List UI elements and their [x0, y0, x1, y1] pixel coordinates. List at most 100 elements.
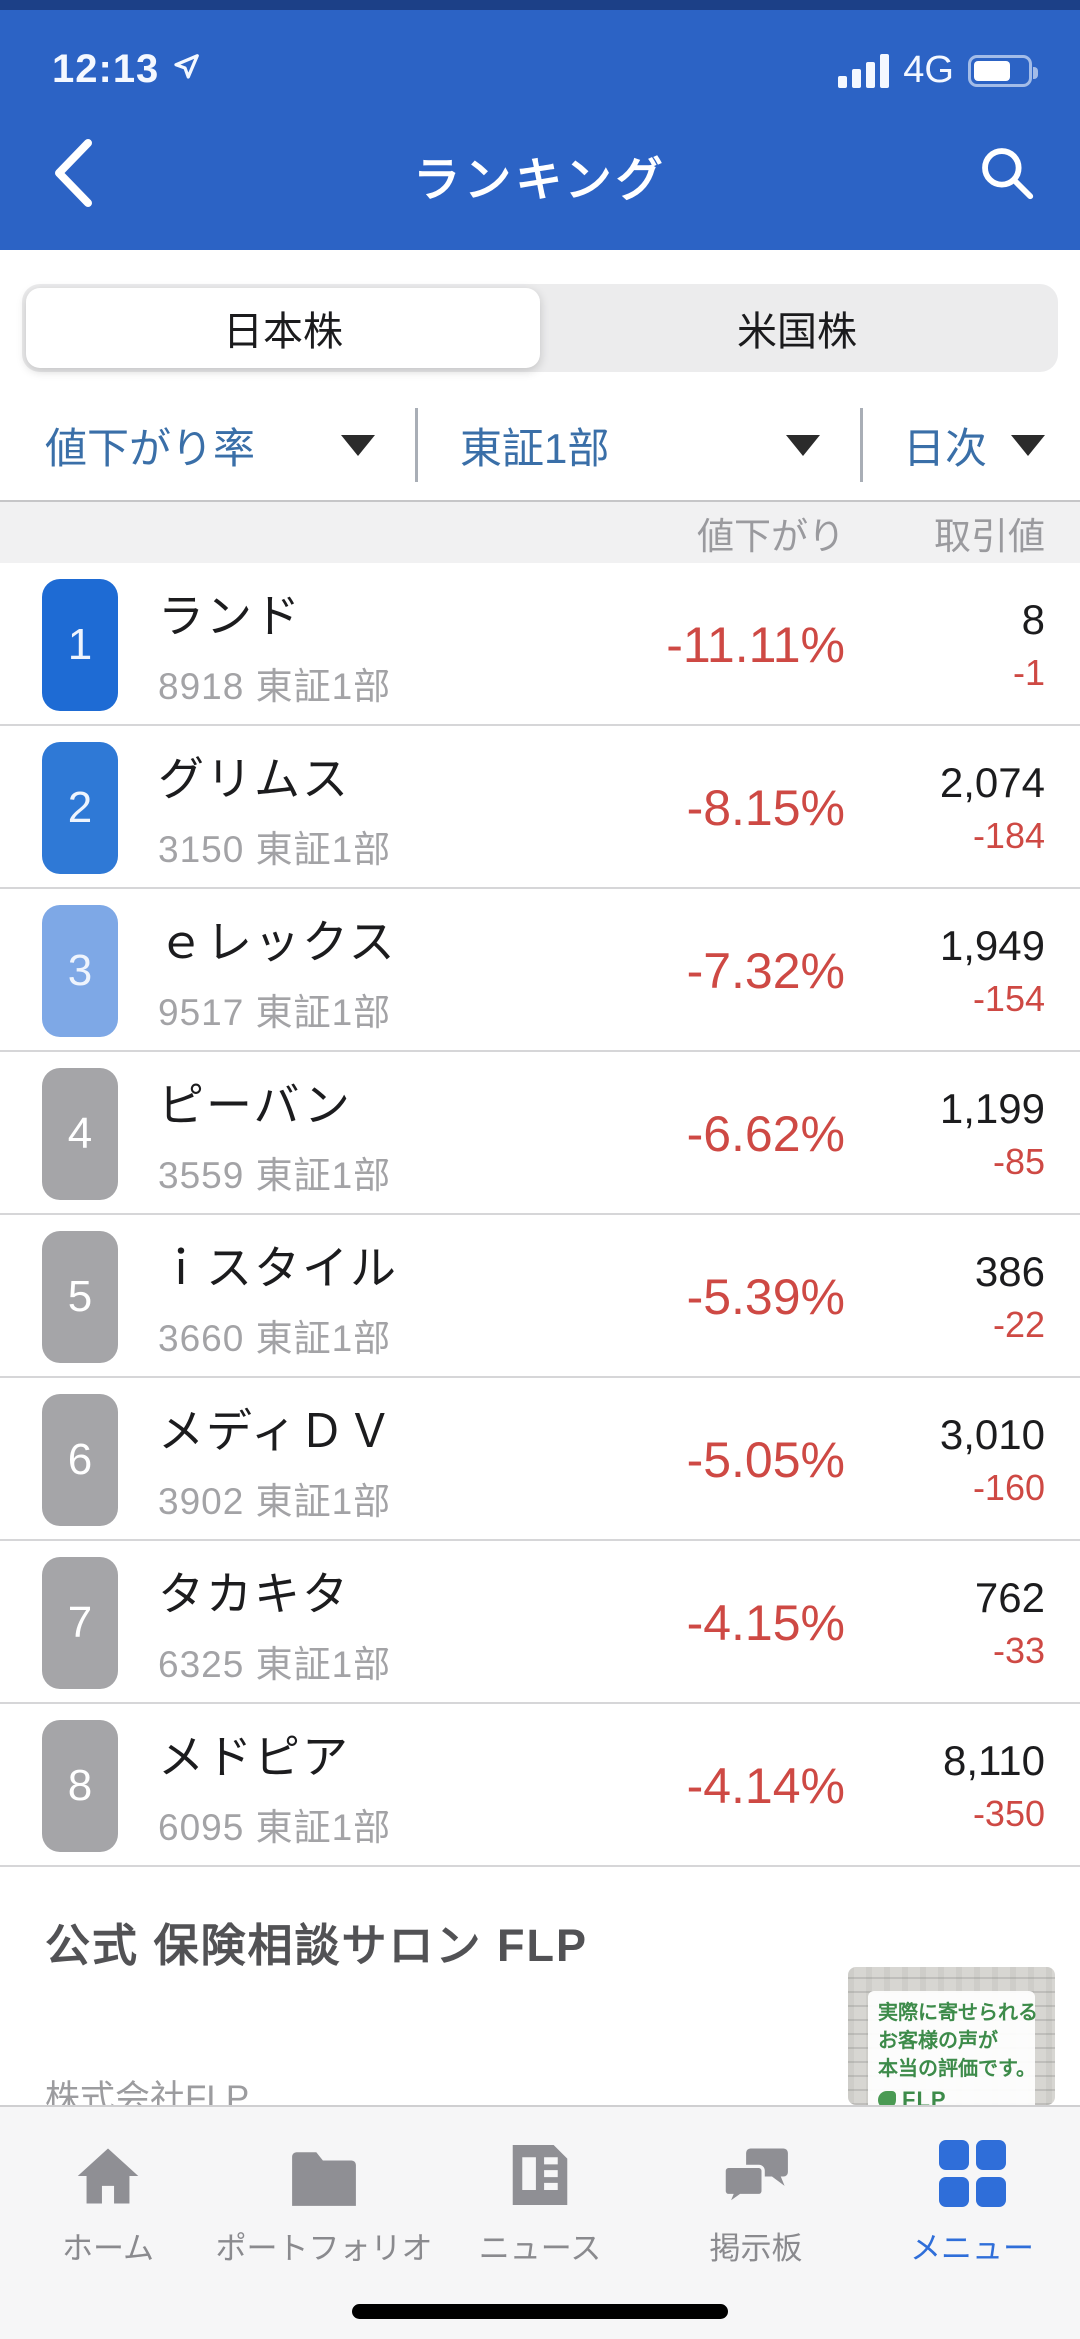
rank-number: 7	[67, 1597, 93, 1647]
stock-code: 9517 東証1部	[158, 991, 392, 1033]
home-icon	[75, 2135, 141, 2207]
search-button[interactable]	[972, 140, 1042, 210]
table-row[interactable]: 6 メディＤＶ 3902 東証1部 -5.05% 3,010 -160	[0, 1378, 1080, 1541]
market-section-label: 東証1部	[460, 424, 610, 472]
column-change: 値下がり	[697, 515, 845, 557]
folder-icon	[291, 2135, 357, 2207]
period-label: 日次	[903, 424, 988, 472]
change-percent: -6.62%	[686, 1105, 845, 1162]
price-change: -33	[992, 1629, 1045, 1671]
rank-badge: 6	[42, 1393, 118, 1526]
stock-name: メドピア	[158, 1730, 350, 1783]
tab-us-stocks[interactable]: 米国株	[737, 310, 857, 354]
table-row[interactable]: 8 メドピア 6095 東証1部 -4.14% 8,110 -350	[0, 1704, 1080, 1867]
ad-image-line: お客様の声が	[878, 2030, 998, 2052]
trade-price: 386	[974, 1247, 1045, 1295]
rank-badge: 4	[42, 1067, 118, 1200]
period-dropdown[interactable]: 日次	[903, 415, 1045, 476]
ad-image: 実際に寄せられる お客様の声が 本当の評価です。 FLP	[848, 1967, 1055, 2105]
trade-price: 762	[974, 1573, 1045, 1621]
rank-number: 1	[67, 619, 93, 669]
change-percent: -11.11%	[666, 616, 845, 673]
newspaper-icon	[510, 2135, 570, 2207]
rank-badge: 7	[42, 1556, 118, 1689]
change-percent: -8.15%	[686, 779, 845, 836]
table-row[interactable]: 4 ピーバン 3559 東証1部 -6.62% 1,199 -85	[0, 1052, 1080, 1215]
search-icon	[976, 142, 1038, 209]
stock-code: 3660 東証1部	[158, 1317, 392, 1359]
list-column-header: 値下がり 取引値	[0, 500, 1080, 563]
rank-number: 5	[67, 1271, 93, 1321]
chevron-down-icon	[341, 434, 375, 456]
chevron-down-icon	[1011, 434, 1045, 456]
stock-name: ｅレックス	[158, 915, 397, 968]
filter-bar: 値下がり率 東証1部 日次	[0, 390, 1080, 500]
ad-logo-text: FLP	[902, 2087, 947, 2105]
price-change: -160	[972, 1466, 1045, 1508]
ad-source: 株式会社FLP	[45, 2079, 250, 2105]
ranking-list: 1 ランド 8918 東証1部 -11.11% 8 -1 2 グリムス 3150 東証…	[0, 563, 1080, 1867]
leaf-logo-icon	[878, 2091, 896, 2105]
stock-name: ピーバン	[158, 1078, 352, 1131]
table-row[interactable]: 3 ｅレックス 9517 東証1部 -7.32% 1,949 -154	[0, 889, 1080, 1052]
tab-home[interactable]: ホーム	[0, 2107, 216, 2339]
page-title: ランキング	[413, 152, 667, 206]
rank-number: 4	[67, 1108, 93, 1158]
rank-badge: 8	[42, 1719, 118, 1852]
chevron-down-icon	[786, 434, 820, 456]
tab-portfolio[interactable]: ポートフォリオ	[216, 2107, 433, 2339]
trade-price: 1,199	[939, 1084, 1045, 1132]
ad-title: 公式 保険相談サロン FLP	[45, 1920, 588, 1971]
rank-number: 2	[67, 782, 93, 832]
home-indicator[interactable]	[352, 2304, 728, 2319]
trade-price: 2,074	[939, 758, 1045, 806]
rank-number: 3	[67, 945, 93, 995]
stock-name: ｉスタイル	[158, 1241, 398, 1294]
battery-icon	[968, 54, 1038, 87]
table-row[interactable]: 1 ランド 8918 東証1部 -11.11% 8 -1	[0, 563, 1080, 726]
change-percent: -4.14%	[686, 1757, 845, 1814]
divider	[860, 408, 863, 482]
stock-code: 6095 東証1部	[158, 1806, 392, 1848]
location-arrow-icon	[171, 52, 201, 87]
rank-badge: 1	[42, 578, 118, 711]
table-row[interactable]: 5 ｉスタイル 3660 東証1部 -5.39% 386 -22	[0, 1215, 1080, 1378]
table-row[interactable]: 7 タカキタ 6325 東証1部 -4.15% 762 -33	[0, 1541, 1080, 1704]
rank-badge: 5	[42, 1230, 118, 1363]
stock-code: 6325 東証1部	[158, 1643, 392, 1685]
back-button[interactable]	[38, 138, 108, 210]
market-segmented-control: 日本株 米国株	[22, 284, 1058, 372]
column-price: 取引値	[934, 515, 1045, 557]
tab-menu[interactable]: メニュー	[864, 2107, 1080, 2339]
market-section-dropdown[interactable]: 東証1部	[460, 415, 820, 476]
rank-number: 8	[67, 1760, 93, 1810]
rank-number: 6	[67, 1434, 93, 1484]
change-percent: -7.32%	[686, 942, 845, 999]
ranking-type-dropdown[interactable]: 値下がり率	[45, 415, 375, 476]
change-percent: -5.39%	[686, 1268, 845, 1325]
price-change: -184	[972, 814, 1045, 856]
price-change: -350	[972, 1792, 1045, 1834]
tab-news[interactable]: ニュース	[432, 2107, 648, 2339]
stock-name: グリムス	[158, 752, 350, 805]
price-change: -1	[1012, 651, 1045, 693]
tab-bar: ホーム ポートフォリオ ニュース 掲示板 メニュー	[0, 2105, 1080, 2339]
signal-strength-icon	[838, 53, 890, 88]
table-row[interactable]: 2 グリムス 3150 東証1部 -8.15% 2,074 -184	[0, 726, 1080, 889]
trade-price: 3,010	[939, 1410, 1045, 1458]
chevron-left-icon	[52, 137, 94, 214]
divider	[415, 408, 418, 482]
ad-image-line: 実際に寄せられる	[878, 2002, 1038, 2024]
status-bar: 12:13 4G	[0, 0, 1080, 100]
change-percent: -4.15%	[686, 1594, 845, 1651]
tab-japan-stocks[interactable]: 日本株	[26, 288, 540, 368]
navigation-bar: ランキング	[0, 100, 1080, 250]
stock-code: 3150 東証1部	[158, 828, 392, 870]
stock-code: 3902 東証1部	[158, 1480, 392, 1522]
price-change: -85	[992, 1140, 1045, 1182]
stock-name: ランド	[158, 589, 302, 642]
ranking-type-label: 値下がり率	[45, 424, 256, 472]
ad-banner[interactable]: 公式 保険相談サロン FLP 株式会社FLP 実際に寄せられる お客様の声が 本…	[0, 1867, 1080, 2105]
tab-boards[interactable]: 掲示板	[648, 2107, 864, 2339]
